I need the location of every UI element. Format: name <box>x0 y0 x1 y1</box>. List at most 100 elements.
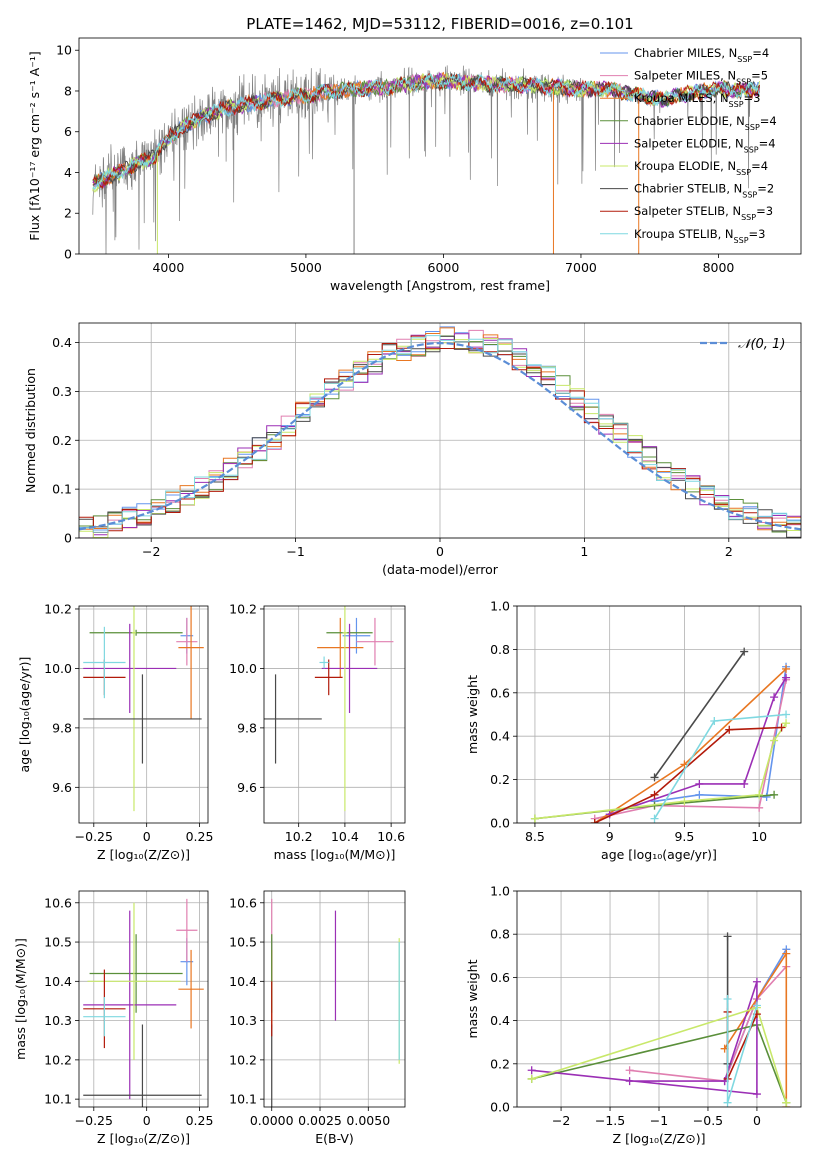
x-axis-label: Z [log₁₀(Z/Z⊙)] <box>97 847 190 862</box>
x-tick-label: −1.5 <box>595 1113 625 1128</box>
x-tick-label: 0 <box>143 1113 151 1128</box>
errorbar-kroupa-stelib <box>319 656 329 669</box>
y-tick-label: 10.5 <box>229 935 257 950</box>
errorbar-kroupa-miles <box>178 606 204 719</box>
weight-marker <box>782 673 791 682</box>
x-tick-label: 9 <box>606 829 614 844</box>
plot-area <box>83 606 204 812</box>
weight-line-chabrier-miles <box>654 666 787 803</box>
weight-marker <box>530 814 539 823</box>
legend-entry: Salpeter MILES, NSSP=5 <box>634 69 768 87</box>
x-tick-label: 9.5 <box>674 829 694 844</box>
y-axis-label: age [log₁₀(age/yr)] <box>17 657 32 773</box>
errorbar-kroupa-stelib <box>83 626 126 699</box>
x-tick-label: 5000 <box>290 260 322 275</box>
x-axis-label: Z [log₁₀(Z/Z⊙)] <box>97 1131 190 1146</box>
y-tick-label: 0.0 <box>490 816 510 831</box>
x-tick-label: −1 <box>286 544 304 559</box>
weight-marker <box>725 725 734 734</box>
errorbar-salpeter-miles <box>176 617 198 666</box>
weight-marker <box>740 647 749 656</box>
x-tick-label: 4000 <box>152 260 184 275</box>
errorbar-kroupa-elodie <box>87 902 181 1060</box>
axes-frame <box>78 890 209 1108</box>
legend-entry: Kroupa ELODIE, NSSP=4 <box>634 159 768 177</box>
errorbar-chabrier-stelib <box>83 1024 202 1107</box>
weight-marker <box>755 803 764 812</box>
age-vs-mass-panel: 10.2 10.4 10.6 9.6 9.8 10.0 10.2 mass [log₁₀(M/… <box>229 601 406 862</box>
weight-marker <box>752 977 761 986</box>
x-tick-label: −0.25 <box>75 829 113 844</box>
y-tick-label: 0.2 <box>490 1056 510 1071</box>
weight-marker <box>770 693 779 702</box>
x-tick-label: 0 <box>753 1113 761 1128</box>
y-tick-label: 10.2 <box>44 601 72 616</box>
axes-frame <box>78 605 209 824</box>
weight-marker <box>723 932 732 941</box>
weight-marker <box>740 779 749 788</box>
y-tick-label: 1.0 <box>490 884 510 899</box>
errorbar-chabrier-elodie <box>89 934 183 1013</box>
errorbar-kroupa-miles <box>178 949 204 1029</box>
y-tick-label: 0.1 <box>52 482 72 497</box>
y-tick-label: 10.0 <box>229 661 257 676</box>
weight-marker <box>650 814 659 823</box>
x-axis-label: E(B-V) <box>315 1131 354 1146</box>
y-tick-label: 10.2 <box>229 601 257 616</box>
x-tick-label: 10.2 <box>285 829 313 844</box>
y-tick-label: 9.8 <box>52 720 72 735</box>
weight-marker <box>723 1098 732 1107</box>
weight-marker <box>777 723 786 732</box>
errorbar-kroupa-stelib <box>83 997 126 1037</box>
errorbar-chabrier-stelib <box>264 674 322 764</box>
legend-entry: Chabrier MILES, NSSP=4 <box>634 46 769 64</box>
y-tick-label: 4 <box>64 165 72 180</box>
y-tick-label: 2 <box>64 206 72 221</box>
spectrum-panel: 4000 5000 6000 7000 8000 0 2 4 6 8 10 wavelength [A… <box>27 37 802 293</box>
errorbar-salpeter-elodie <box>321 623 378 714</box>
x-tick-label: 8000 <box>703 260 735 275</box>
residual-histogram-kroupa-stelib <box>79 335 801 533</box>
residual-histogram-salpeter-stelib <box>79 335 801 533</box>
y-tick-label: 10.0 <box>44 661 72 676</box>
legend-entry: Salpeter STELIB, NSSP=3 <box>634 204 773 222</box>
weight-marker <box>527 1074 536 1083</box>
y-tick-label: 10.6 <box>44 895 72 910</box>
x-tick-label: −2 <box>142 544 160 559</box>
weight-line-salpeter-miles <box>629 966 787 1082</box>
weight-marker <box>650 790 659 799</box>
errorbar-kroupa-miles <box>317 617 364 678</box>
weight-marker <box>625 1066 634 1075</box>
errorbar-salpeter-elodie <box>83 623 177 714</box>
weight-marker <box>680 797 689 806</box>
y-tick-label: 1.0 <box>490 599 510 614</box>
y-tick-label: 10.1 <box>44 1092 72 1107</box>
weight-marker <box>590 819 599 823</box>
y-tick-label: 10 <box>56 43 72 58</box>
mass-vs-z-panel: −0.25 0 0.25 10.1 10.2 10.3 10.4 10.5 10.6 Z [log… <box>13 890 213 1146</box>
y-tick-label: 9.6 <box>52 780 72 795</box>
plot-area <box>79 326 801 538</box>
plot-area <box>527 932 791 1107</box>
residual-histogram-kroupa-miles <box>79 327 801 531</box>
legend-entry: Chabrier STELIB, NSSP=2 <box>634 182 774 200</box>
weight-marker <box>650 773 659 782</box>
plot-area <box>530 647 791 823</box>
x-tick-label: 0.0050 <box>346 1113 390 1128</box>
weight-marker <box>695 779 704 788</box>
weight-line-kroupa-stelib <box>726 999 758 1103</box>
weight-marker <box>782 710 791 719</box>
mass-weight-vs-age-panel: 8.5 9 9.5 10 0.0 0.2 0.4 0.6 0.8 1.0 age [log₁₀(ag… <box>465 599 802 862</box>
x-tick-label: −1 <box>650 1113 668 1128</box>
y-tick-label: 10.3 <box>229 1013 257 1028</box>
age-vs-z-panel: −0.25 0 0.25 9.6 9.8 10.0 10.2 Z [log₁₀(Z/Z⊙)] a… <box>17 601 214 862</box>
errorbar-salpeter-elodie <box>83 910 177 1100</box>
weight-marker <box>752 1001 761 1010</box>
weight-marker <box>625 1077 634 1086</box>
y-axis-label: Normed distribution <box>23 368 38 493</box>
x-tick-label: 0.25 <box>186 829 214 844</box>
x-tick-label: 0 <box>143 829 151 844</box>
y-tick-label: 10.5 <box>44 935 72 950</box>
y-tick-label: 10.2 <box>44 1052 72 1067</box>
weight-marker <box>752 1090 761 1099</box>
